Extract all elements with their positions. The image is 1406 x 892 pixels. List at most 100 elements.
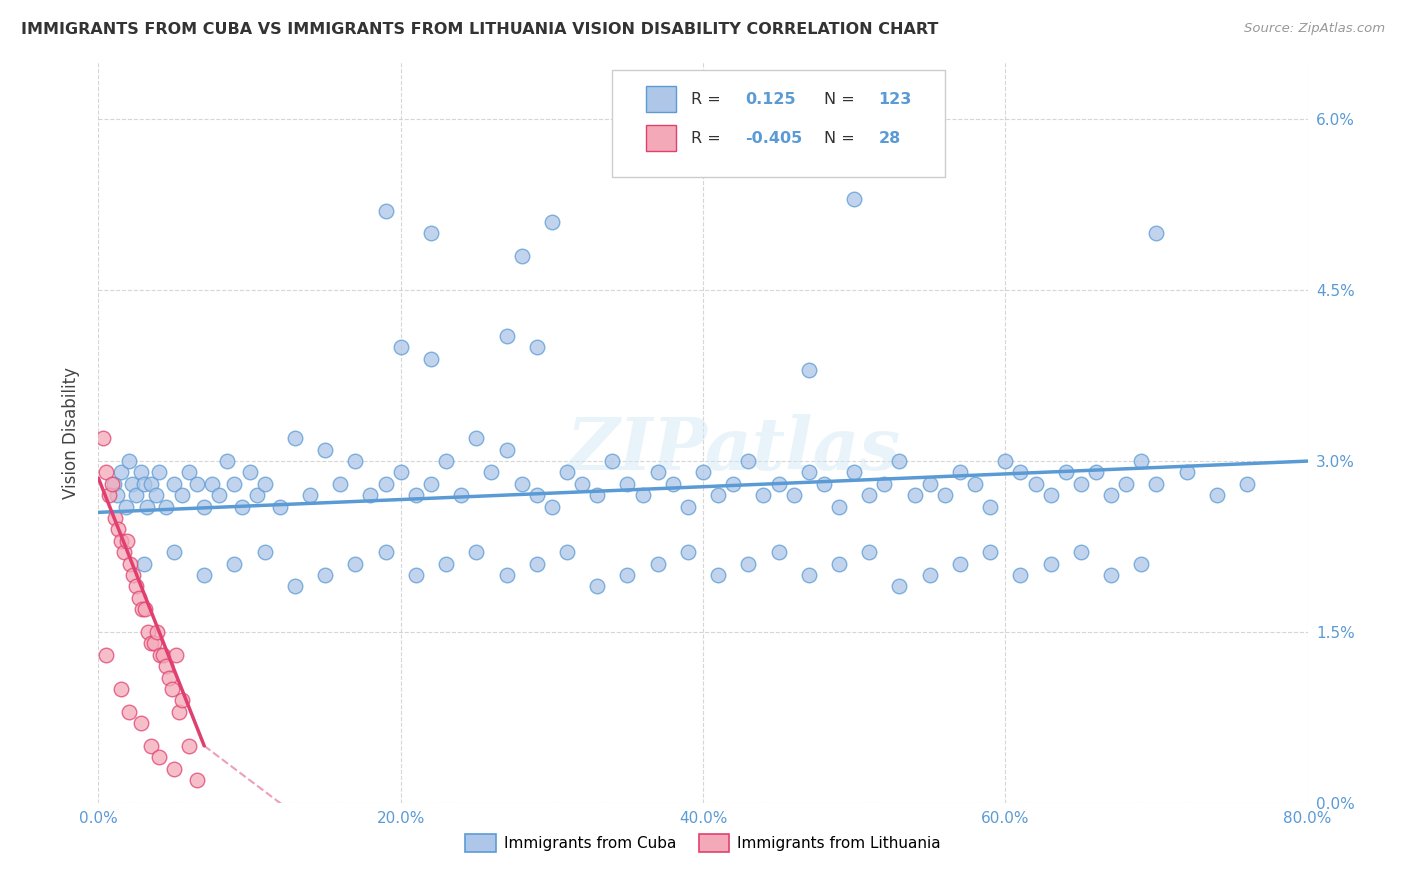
- Point: [98, 488, 121, 502]
- Point: [360, 488, 382, 502]
- Point: [571, 476, 593, 491]
- Point: [465, 431, 488, 445]
- Point: [510, 249, 533, 263]
- Point: [540, 500, 562, 514]
- Point: [813, 476, 835, 491]
- Legend: Immigrants from Cuba, Immigrants from Lithuania: Immigrants from Cuba, Immigrants from Li…: [460, 829, 946, 858]
- Point: [118, 454, 141, 468]
- Point: [314, 442, 336, 457]
- Point: [1146, 227, 1168, 241]
- Text: ZIPatlas: ZIPatlas: [567, 414, 900, 485]
- Point: [165, 648, 187, 662]
- Point: [101, 476, 124, 491]
- Point: [201, 476, 224, 491]
- Point: [94, 648, 117, 662]
- Point: [1099, 568, 1122, 582]
- Point: [224, 476, 246, 491]
- Point: [269, 500, 291, 514]
- Point: [555, 466, 578, 480]
- Point: [465, 545, 488, 559]
- Point: [129, 466, 152, 480]
- Point: [405, 488, 427, 502]
- Point: [481, 466, 503, 480]
- Point: [148, 750, 170, 764]
- Point: [374, 203, 396, 218]
- Point: [616, 568, 638, 582]
- Point: [420, 351, 443, 366]
- Point: [889, 579, 911, 593]
- Point: [103, 476, 125, 491]
- Text: 28: 28: [879, 131, 901, 145]
- Point: [134, 602, 156, 616]
- Point: [661, 476, 683, 491]
- Point: [979, 545, 1001, 559]
- Point: [420, 476, 443, 491]
- Point: [208, 488, 231, 502]
- Point: [420, 227, 443, 241]
- Point: [193, 500, 215, 514]
- Point: [949, 466, 972, 480]
- Point: [889, 454, 911, 468]
- Point: [616, 476, 638, 491]
- Point: [186, 772, 208, 787]
- Point: [434, 557, 457, 571]
- Point: [314, 568, 336, 582]
- Point: [135, 500, 157, 514]
- Point: [586, 488, 609, 502]
- Point: [141, 476, 163, 491]
- Point: [526, 488, 548, 502]
- Point: [526, 340, 548, 354]
- FancyBboxPatch shape: [647, 126, 676, 152]
- Point: [1085, 466, 1108, 480]
- Point: [1130, 557, 1153, 571]
- Point: [131, 602, 153, 616]
- Point: [125, 579, 148, 593]
- Point: [193, 568, 215, 582]
- Point: [1236, 476, 1258, 491]
- Point: [1039, 557, 1062, 571]
- Point: [918, 476, 941, 491]
- Point: [676, 500, 699, 514]
- Point: [231, 500, 253, 514]
- Text: IMMIGRANTS FROM CUBA VS IMMIGRANTS FROM LITHUANIA VISION DISABILITY CORRELATION : IMMIGRANTS FROM CUBA VS IMMIGRANTS FROM …: [21, 22, 938, 37]
- Point: [858, 488, 880, 502]
- Point: [1070, 545, 1092, 559]
- Point: [828, 500, 851, 514]
- Point: [526, 557, 548, 571]
- Point: [163, 476, 186, 491]
- Point: [170, 693, 193, 707]
- Point: [125, 488, 148, 502]
- Point: [110, 681, 132, 696]
- Point: [1039, 488, 1062, 502]
- Point: [148, 466, 170, 480]
- Point: [167, 705, 190, 719]
- Point: [994, 454, 1017, 468]
- Point: [495, 568, 517, 582]
- Point: [284, 431, 307, 445]
- Point: [1130, 454, 1153, 468]
- Point: [163, 762, 186, 776]
- Point: [1070, 476, 1092, 491]
- Point: [389, 340, 412, 354]
- Point: [110, 533, 132, 548]
- FancyBboxPatch shape: [647, 87, 676, 112]
- Point: [676, 545, 699, 559]
- Point: [737, 454, 759, 468]
- Point: [344, 454, 367, 468]
- Point: [299, 488, 322, 502]
- Point: [434, 454, 457, 468]
- Point: [159, 671, 181, 685]
- Point: [1146, 476, 1168, 491]
- Point: [828, 557, 851, 571]
- Text: -0.405: -0.405: [745, 131, 803, 145]
- Point: [163, 545, 186, 559]
- Point: [602, 454, 624, 468]
- Point: [495, 328, 517, 343]
- Point: [155, 500, 177, 514]
- Point: [1115, 476, 1137, 491]
- Point: [1054, 466, 1077, 480]
- Point: [631, 488, 654, 502]
- Point: [91, 431, 114, 445]
- Text: N =: N =: [824, 131, 855, 145]
- Point: [170, 488, 193, 502]
